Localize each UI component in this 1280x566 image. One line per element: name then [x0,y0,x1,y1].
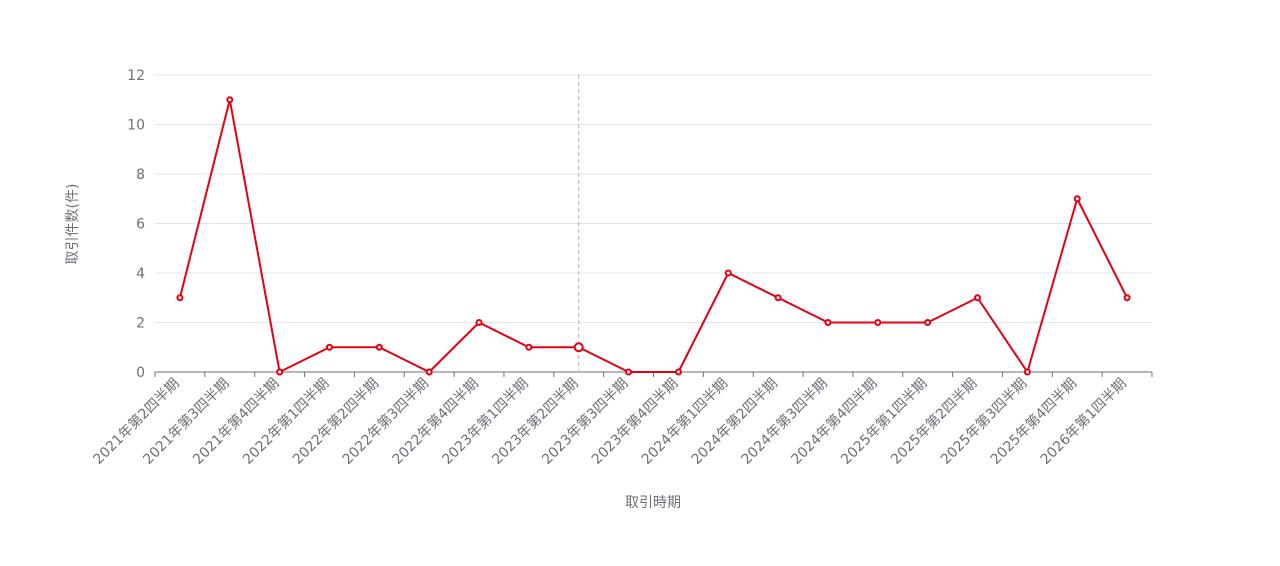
x-tick-label: 2026年第1四半期 [1037,375,1130,468]
x-axis: 2021年第2四半期2021年第3四半期2021年第4四半期2022年第1四半期… [90,371,1153,468]
data-point[interactable] [425,368,433,376]
data-point[interactable] [176,294,184,302]
series-line [178,98,1128,373]
x-tick-label: 2024年第4四半期 [788,375,881,468]
data-point[interactable] [974,294,982,302]
data-point[interactable] [774,294,782,302]
data-point[interactable] [874,319,882,326]
data-point[interactable] [674,368,682,376]
data-point[interactable] [475,319,483,326]
data-point[interactable] [724,269,732,277]
x-tick-label: 2021年第4四半期 [189,375,282,468]
x-tick-label: 2022年第2四半期 [289,375,382,468]
y-tick-label: 8 [136,167,145,183]
data-point[interactable] [1073,195,1081,203]
x-tick-label: 2023年第1四半期 [439,375,532,468]
series-line-group [178,98,1128,373]
y-tick-label: 2 [136,316,145,332]
data-point[interactable] [325,343,333,351]
y-tick-label: 12 [127,68,145,84]
x-tick-label: 2023年第2四半期 [489,375,582,468]
x-tick-label: 2025年第4四半期 [987,375,1080,468]
data-point[interactable] [226,96,234,104]
data-point[interactable] [824,319,832,326]
x-tick-label: 2021年第2四半期 [90,375,183,468]
grid-lines [155,74,1152,323]
y-tick-label: 0 [136,365,145,381]
data-point[interactable] [924,319,932,326]
x-tick-label: 2024年第3四半期 [738,375,831,468]
x-tick-label: 2022年第3四半期 [339,375,432,468]
x-tick-label: 2024年第1四半期 [638,375,731,468]
y-tick-label: 4 [136,266,145,282]
data-point[interactable] [625,368,633,376]
data-point[interactable] [525,343,533,351]
x-axis-title: 取引時期 [625,495,681,511]
data-point[interactable] [573,342,584,353]
x-tick-label: 2025年第3四半期 [937,375,1030,468]
y-axis: 0 2 4 6 8 10 12 [127,68,145,381]
data-point[interactable] [1123,294,1131,302]
x-tick-label: 2022年第1四半期 [239,375,332,468]
y-tick-label: 6 [136,217,145,233]
x-tick-label: 2023年第3四半期 [538,375,631,468]
data-point[interactable] [1023,368,1031,376]
data-point[interactable] [375,343,383,351]
data-point[interactable] [276,368,284,376]
x-tick-label: 2023年第4四半期 [588,375,681,468]
x-tick-label: 2025年第2四半期 [887,375,980,468]
data-points[interactable] [176,96,1131,376]
x-tick-label: 2024年第2四半期 [688,375,781,468]
x-tick-label: 2021年第3四半期 [140,375,233,468]
x-tick-label: 2022年第4四半期 [389,375,482,468]
y-axis-title: 取引件数(件) [65,184,81,265]
x-tick-label: 2025年第1四半期 [837,375,930,468]
y-tick-label: 10 [127,118,145,134]
